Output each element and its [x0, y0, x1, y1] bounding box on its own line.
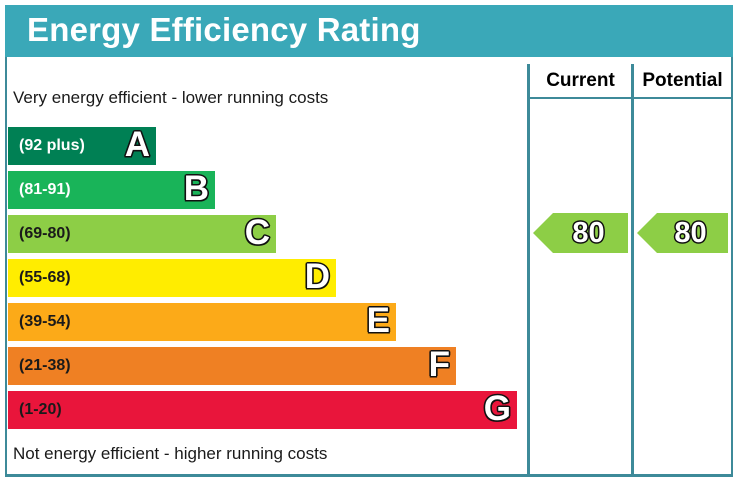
rating-band-letter: F: [428, 345, 451, 385]
rating-band-e: (39-54) E: [8, 301, 396, 341]
caption-not-efficient: Not energy efficient - higher running co…: [13, 444, 328, 463]
rating-band-letter: G: [483, 389, 512, 429]
rating-band-d: (55-68) D: [8, 257, 336, 297]
rating-band-letter: C: [244, 213, 271, 253]
title-banner: Energy Efficiency Rating: [5, 5, 733, 57]
page-title: Energy Efficiency Rating: [27, 11, 421, 49]
rating-band-b: (81-91) B: [8, 169, 215, 209]
rating-band-range: (81-91): [19, 181, 71, 198]
rating-band-c: (69-80) C: [8, 213, 276, 253]
column-separator-potential: [631, 64, 634, 475]
rating-band-f: (21-38) F: [8, 345, 456, 385]
column-header-current: Current: [546, 69, 615, 91]
current-rating-arrow: 80: [533, 213, 628, 253]
column-header-rule-potential: [631, 97, 733, 99]
rating-band-range: (39-54): [19, 313, 71, 330]
current-rating-value: 80: [571, 216, 605, 249]
rating-band-range: (69-80): [19, 225, 71, 242]
column-header-potential: Potential: [642, 69, 723, 91]
frame-left-border: [5, 57, 7, 475]
potential-rating-value: 80: [673, 216, 707, 249]
frame-bottom-border: [5, 474, 733, 477]
rating-band-range: (55-68): [19, 269, 71, 286]
rating-band-g: (1-20) G: [8, 389, 517, 429]
rating-band-letter: E: [366, 301, 391, 341]
rating-band-range: (92 plus): [19, 137, 85, 154]
rating-band-range: (1-20): [19, 401, 62, 418]
rating-band-letter: B: [183, 169, 210, 209]
rating-band-letter: D: [304, 257, 331, 297]
rating-band-letter: A: [124, 125, 151, 165]
rating-band-range: (21-38): [19, 357, 71, 374]
frame-right-border: [731, 57, 733, 475]
column-header-rule-current: [527, 97, 631, 99]
potential-rating-arrow: 80: [637, 213, 728, 253]
column-separator-current: [527, 64, 530, 475]
caption-very-efficient: Very energy efficient - lower running co…: [13, 88, 329, 107]
rating-band-a: (92 plus) A: [8, 125, 156, 165]
